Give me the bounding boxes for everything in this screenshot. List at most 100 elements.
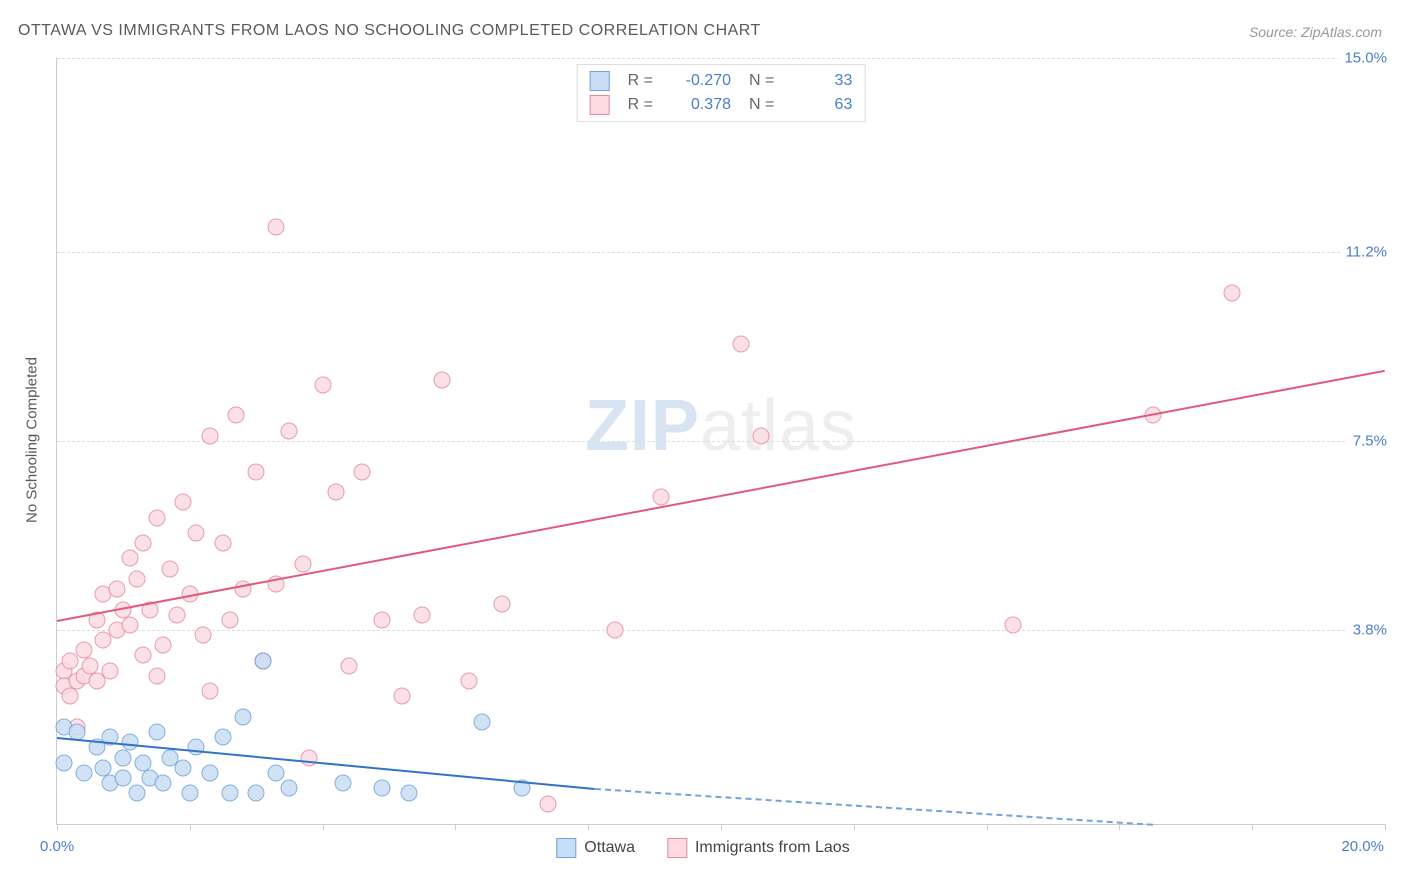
point-series-a xyxy=(234,708,251,725)
point-series-b xyxy=(327,484,344,501)
point-series-a xyxy=(181,785,198,802)
point-series-a xyxy=(400,785,417,802)
point-series-b xyxy=(102,662,119,679)
point-series-b xyxy=(161,560,178,577)
point-series-a xyxy=(115,749,132,766)
point-series-b xyxy=(108,581,125,598)
r-value-b: 0.378 xyxy=(671,96,731,114)
point-series-b xyxy=(175,494,192,511)
swatch-a-icon xyxy=(556,838,576,858)
x-tick xyxy=(721,824,722,830)
point-series-b xyxy=(540,795,557,812)
point-series-b xyxy=(268,218,285,235)
y-tick-label: 11.2% xyxy=(1340,244,1387,261)
point-series-a xyxy=(201,764,218,781)
point-series-b xyxy=(122,616,139,633)
x-tick xyxy=(854,824,855,830)
point-series-a xyxy=(248,785,265,802)
point-series-b xyxy=(653,489,670,506)
stats-legend-box: R = -0.270 N = 33 R = 0.378 N = 63 xyxy=(577,64,866,122)
r-value-a: -0.270 xyxy=(671,72,731,90)
point-series-b xyxy=(1005,616,1022,633)
point-series-b xyxy=(493,596,510,613)
legend-item-a: Ottawa xyxy=(556,838,635,858)
y-axis-title: No Schooling Completed xyxy=(24,357,41,523)
point-series-a xyxy=(122,734,139,751)
point-series-b xyxy=(62,688,79,705)
n-label: N = xyxy=(749,96,774,114)
point-series-b xyxy=(606,621,623,638)
n-value-b: 63 xyxy=(792,96,852,114)
point-series-a xyxy=(75,764,92,781)
point-series-b xyxy=(281,422,298,439)
point-series-b xyxy=(732,335,749,352)
point-series-b xyxy=(394,688,411,705)
x-tick xyxy=(323,824,324,830)
x-tick xyxy=(190,824,191,830)
watermark: ZIPatlas xyxy=(585,385,857,467)
stats-row-a: R = -0.270 N = 33 xyxy=(590,69,853,93)
point-series-b xyxy=(215,535,232,552)
point-series-a xyxy=(215,729,232,746)
source-attribution: Source: ZipAtlas.com xyxy=(1249,24,1382,40)
watermark-right: atlas xyxy=(700,386,857,466)
point-series-a xyxy=(188,739,205,756)
point-series-a xyxy=(281,780,298,797)
legend-label-a: Ottawa xyxy=(584,839,635,857)
point-series-a xyxy=(473,713,490,730)
point-series-a xyxy=(268,764,285,781)
point-series-b xyxy=(155,637,172,654)
point-series-b xyxy=(201,683,218,700)
x-tick xyxy=(1252,824,1253,830)
point-series-b xyxy=(752,427,769,444)
point-series-a xyxy=(128,785,145,802)
swatch-a-icon xyxy=(590,71,610,91)
y-tick-label: 15.0% xyxy=(1338,50,1387,67)
x-tick xyxy=(1119,824,1120,830)
point-series-a xyxy=(115,770,132,787)
point-series-b xyxy=(314,376,331,393)
point-series-b xyxy=(248,463,265,480)
trend-line-b xyxy=(57,370,1385,622)
point-series-b xyxy=(188,524,205,541)
grid-line xyxy=(57,252,1385,253)
x-axis-min-label: 0.0% xyxy=(40,838,74,855)
x-tick xyxy=(455,824,456,830)
grid-line xyxy=(57,58,1385,59)
legend-item-b: Immigrants from Laos xyxy=(667,838,850,858)
point-series-b xyxy=(135,535,152,552)
watermark-left: ZIP xyxy=(585,386,700,466)
point-series-b xyxy=(148,667,165,684)
chart-title: OTTAWA VS IMMIGRANTS FROM LAOS NO SCHOOL… xyxy=(18,22,761,40)
swatch-b-icon xyxy=(590,95,610,115)
point-series-b xyxy=(341,657,358,674)
point-series-b xyxy=(201,427,218,444)
grid-line xyxy=(57,441,1385,442)
point-series-b xyxy=(1224,284,1241,301)
scatter-plot-area: ZIPatlas R = -0.270 N = 33 R = 0.378 N =… xyxy=(56,58,1385,825)
point-series-b xyxy=(122,550,139,567)
y-tick-label: 3.8% xyxy=(1347,621,1387,638)
series-legend: Ottawa Immigrants from Laos xyxy=(556,838,849,858)
point-series-b xyxy=(374,611,391,628)
point-series-b xyxy=(135,647,152,664)
point-series-b xyxy=(414,606,431,623)
stats-row-b: R = 0.378 N = 63 xyxy=(590,93,853,117)
grid-line xyxy=(57,630,1385,631)
n-value-a: 33 xyxy=(792,72,852,90)
r-label: R = xyxy=(628,96,653,114)
point-series-a xyxy=(55,754,72,771)
x-axis-max-label: 20.0% xyxy=(1341,838,1384,855)
point-series-a xyxy=(175,759,192,776)
point-series-b xyxy=(434,371,451,388)
point-series-a xyxy=(334,775,351,792)
point-series-b xyxy=(221,611,238,628)
point-series-a xyxy=(221,785,238,802)
point-series-b xyxy=(294,555,311,572)
point-series-b xyxy=(168,606,185,623)
point-series-b xyxy=(460,673,477,690)
n-label: N = xyxy=(749,72,774,90)
point-series-b xyxy=(148,509,165,526)
point-series-b xyxy=(228,407,245,424)
x-tick xyxy=(1385,824,1386,830)
